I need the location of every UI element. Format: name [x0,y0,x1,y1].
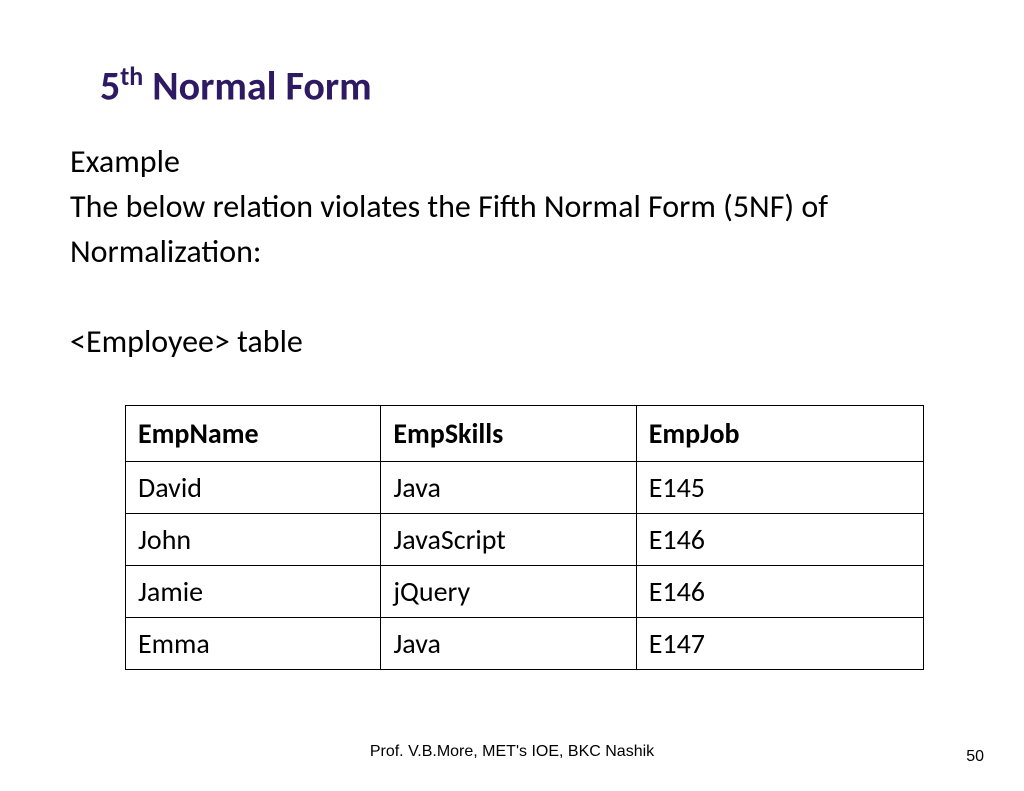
table-header-empskills: EmpSkills [381,405,636,461]
table-row: David Java E145 [126,461,924,513]
table-cell: E145 [636,461,923,513]
body-line-description: The below relation violates the Fifth No… [70,185,954,275]
table-cell: Jamie [126,565,381,617]
employee-table-wrapper: EmpName EmpSkills EmpJob David Java E145… [125,405,924,670]
table-cell: John [126,513,381,565]
title-ordinal: 5 [100,61,120,110]
body-text: Example The below relation violates the … [70,140,954,364]
table-cell: jQuery [381,565,636,617]
title-suffix: th [120,60,143,92]
page-number: 50 [966,748,984,766]
table-row: John JavaScript E146 [126,513,924,565]
footer-credit: Prof. V.B.More, MET's IOE, BKC Nashik [0,743,1024,761]
table-header-row: EmpName EmpSkills EmpJob [126,405,924,461]
table-header-empname: EmpName [126,405,381,461]
table-cell: E146 [636,565,923,617]
title-rest: Normal Form [143,61,371,110]
table-cell: Emma [126,617,381,669]
body-line-tablename: <Employee> table [70,320,954,365]
table-row: Jamie jQuery E146 [126,565,924,617]
table-cell: JavaScript [381,513,636,565]
table-cell: E147 [636,617,923,669]
table-cell: Java [381,461,636,513]
table-cell: David [126,461,381,513]
slide-title: 5th Normal Form [100,60,954,110]
table-header-empjob: EmpJob [636,405,923,461]
table-row: Emma Java E147 [126,617,924,669]
table-cell: Java [381,617,636,669]
table-cell: E146 [636,513,923,565]
employee-table: EmpName EmpSkills EmpJob David Java E145… [125,405,924,670]
body-line-example: Example [70,140,954,185]
